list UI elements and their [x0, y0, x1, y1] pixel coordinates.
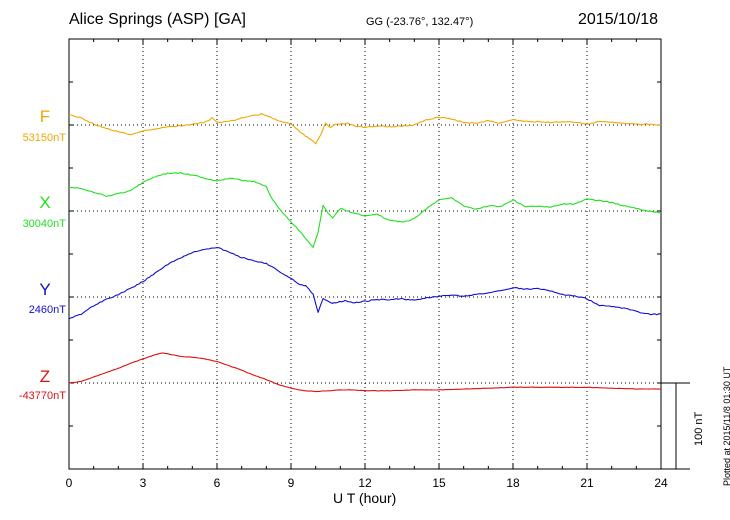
x-tick-label: 3 — [140, 476, 147, 490]
component-label-Y: Y — [39, 280, 51, 299]
x-tick-label: 12 — [358, 476, 372, 490]
baseline-label-X: 30040nT — [22, 218, 66, 230]
series-line-F — [69, 112, 662, 145]
station-title: Alice Springs (ASP) [GA] — [69, 11, 246, 28]
x-tick-label: 21 — [580, 476, 594, 490]
baseline-label-Y: 2460nT — [28, 304, 66, 316]
x-tick-label: 18 — [506, 476, 520, 490]
x-tick-label: 0 — [66, 476, 73, 490]
baseline-label-Z: -43770nT — [18, 390, 66, 402]
x-tick-label: 24 — [654, 476, 668, 490]
x-axis-label: U T (hour) — [333, 490, 397, 506]
component-label-F: F — [39, 107, 51, 126]
observation-date: 2015/10/18 — [578, 11, 659, 28]
station-coordinates: GG (-23.76°, 132.47°) — [366, 16, 474, 28]
x-tick-label: 6 — [214, 476, 221, 490]
series-line-Z — [68, 352, 662, 393]
series-line-Y — [68, 247, 662, 320]
x-tick-label: 15 — [432, 476, 446, 490]
x-tick-label: 9 — [288, 476, 295, 490]
component-label-X: X — [39, 193, 51, 212]
baseline-label-F: 53150nT — [22, 132, 66, 144]
plotted-timestamp: Plotted at 2015/11/8 01:30 UT — [722, 366, 730, 486]
series-line-X — [68, 172, 661, 248]
component-label-Z: Z — [39, 367, 51, 386]
scale-bar-label: 100 nT — [693, 411, 705, 446]
